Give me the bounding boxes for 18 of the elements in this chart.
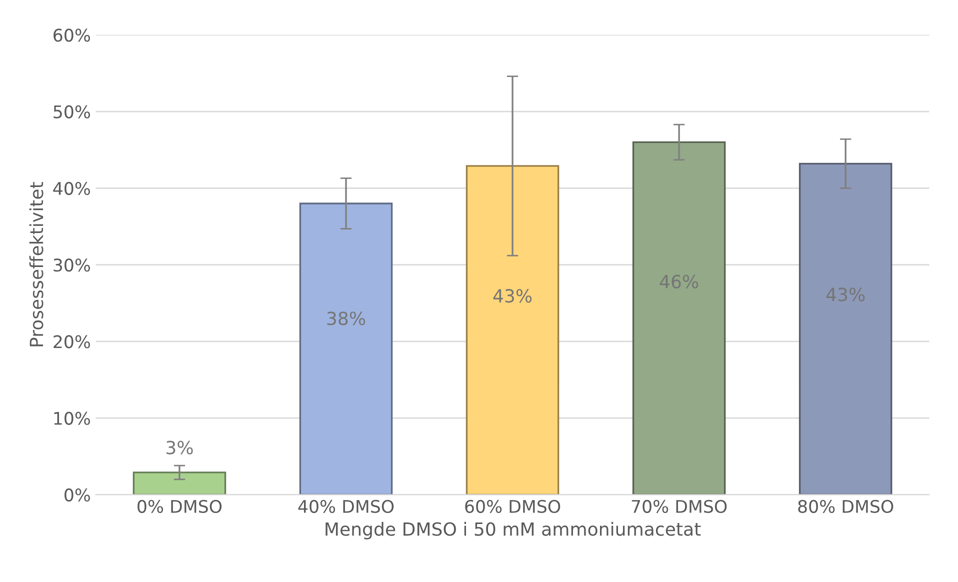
x-tick-label: 60% DMSO — [465, 500, 560, 513]
x-tick-label: 40% DMSO — [298, 500, 394, 513]
y-tick-label: 50% — [54, 105, 90, 118]
x-tick-label: 0% DMSO — [138, 500, 222, 513]
y-tick-label: 0% — [64, 488, 90, 502]
y-tick-label: 40% — [53, 182, 90, 196]
data-label: 38% — [327, 312, 366, 326]
y-tick-label: 20% — [54, 335, 90, 348]
y-tick-label: 60% — [54, 28, 90, 42]
data-label: 3% — [166, 440, 193, 454]
x-axis-title: Mengde DMSO i 50 mM ammoniumacetat — [326, 522, 701, 540]
x-tick-label: 80% DMSO — [798, 500, 894, 513]
y-tick-label: 30% — [54, 258, 90, 272]
y-tick-label: 10% — [54, 412, 90, 425]
y-axis-title: Prosesseffektivitet — [29, 182, 44, 346]
data-label: 43% — [826, 288, 865, 302]
x-tick-label: 70% DMSO — [632, 500, 727, 513]
data-label: 43% — [493, 289, 532, 303]
